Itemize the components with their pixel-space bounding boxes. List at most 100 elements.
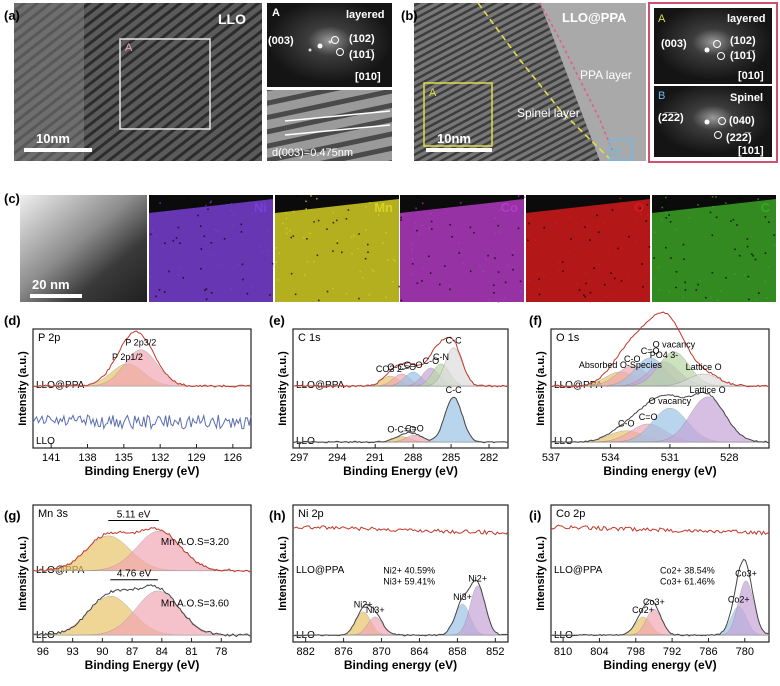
eds-speckle (285, 217, 288, 220)
eds-speckle (557, 261, 560, 263)
eds-speckle (640, 212, 642, 215)
eds-speckle (641, 198, 644, 201)
eds-speckle (271, 242, 273, 245)
sample-label-top: LLO@PPA (296, 565, 345, 576)
peak-label: C=O (639, 412, 658, 422)
eds-speckle (764, 280, 766, 283)
valence-label: Mn A.O.S=3.20 (161, 537, 230, 548)
eds-speckle (240, 223, 242, 226)
eds-speckle (653, 257, 655, 259)
eds-map-co: Co (400, 195, 526, 303)
eds-speckle (414, 222, 417, 224)
eds-map-ni: Ni (149, 195, 274, 302)
fft-inset-a-b (654, 8, 772, 84)
eds-speckle (217, 264, 220, 267)
eds-speckle (597, 263, 600, 266)
peak-label: Ni3+ (453, 592, 472, 602)
eds-speckle (182, 277, 185, 279)
eds-speckle (697, 204, 699, 206)
eds-speckle (661, 206, 664, 209)
eds-map-signal (275, 199, 399, 302)
eds-speckle (613, 277, 616, 280)
eds-speckle (738, 197, 740, 199)
eds-speckle (597, 231, 600, 233)
eds-speckle (285, 212, 288, 215)
eds-speckle (289, 230, 291, 232)
peak-label: PO4 3- (650, 350, 679, 360)
eds-speckle (458, 242, 460, 244)
eds-speckle (359, 270, 362, 273)
eds-speckle (764, 216, 767, 218)
eds-speckle (172, 239, 175, 242)
eds-speckle (345, 292, 348, 295)
eds-speckle (709, 211, 712, 214)
eds-speckle (462, 262, 464, 265)
eds-speckle (697, 283, 699, 286)
eds-speckle (621, 247, 623, 250)
eds-speckle (561, 261, 564, 263)
eds-speckle (538, 288, 541, 291)
eds-speckle (683, 258, 685, 260)
eds-speckle (578, 289, 581, 291)
eds-speckle (193, 203, 196, 205)
sample-label-bottom: LLO (36, 630, 55, 641)
eds-speckle (155, 295, 157, 298)
eds-speckle (385, 231, 387, 234)
eds-speckle (317, 219, 320, 222)
y-axis-label: Intensity (a.u.) (277, 536, 289, 611)
eds-speckle (670, 257, 672, 259)
fft-phase-b-b: Spinel (730, 92, 763, 104)
eds-speckle (420, 224, 423, 227)
peak-label: P 2p1/2 (112, 352, 143, 362)
eds-speckle (603, 283, 606, 286)
x-tick-label: 90 (96, 646, 108, 658)
eds-speckle (332, 211, 334, 214)
eds-speckle (351, 252, 353, 255)
eds-speckle (487, 299, 490, 302)
eds-speckle (223, 238, 226, 240)
eds-speckle (392, 280, 394, 283)
eds-speckle (218, 247, 221, 249)
eds-speckle (626, 277, 628, 279)
region-box-a-b (423, 82, 493, 147)
peak-label: Ni2+ (468, 574, 487, 584)
peak-label: Co3+ (643, 597, 665, 607)
eds-speckle (382, 242, 384, 244)
x-tick-label: 870 (372, 646, 390, 658)
eds-speckle (585, 272, 587, 275)
eds-speckle (392, 258, 395, 261)
eds-speckle (645, 242, 647, 244)
peak-label: C-O (423, 356, 440, 366)
eds-element-label: O (634, 200, 644, 215)
eds-speckle (439, 283, 441, 286)
eds-speckle (367, 251, 369, 253)
eds-speckle (168, 270, 170, 273)
peak-label: Lattice O (686, 362, 722, 372)
y-axis-label: Intensity (a.u.) (17, 536, 29, 611)
eds-speckle (411, 258, 414, 260)
spectrum-envelope (292, 396, 509, 444)
eds-maps: Ni Mn Co O C (149, 195, 776, 303)
eds-speckle (398, 285, 400, 288)
scale-label-b: 10nm (437, 131, 471, 146)
eds-speckle (177, 226, 180, 229)
scale-bar-a (24, 148, 92, 152)
eds-speckle (241, 263, 244, 266)
eds-speckle (558, 268, 560, 271)
eds-speckle (271, 265, 274, 268)
splitting-value: 5.11 eV (117, 510, 151, 521)
eds-speckle (353, 234, 355, 237)
eds-speckle (611, 209, 614, 211)
sample-label-bottom: LLO (36, 436, 55, 447)
peak-label: C=O (405, 423, 424, 433)
eds-speckle (766, 297, 768, 300)
eds-speckle (275, 261, 278, 263)
eds-speckle (675, 228, 678, 231)
eds-speckle (517, 195, 520, 197)
x-tick-label: 792 (663, 646, 681, 658)
eds-speckle (641, 263, 643, 265)
eds-speckle (593, 267, 595, 269)
eds-speckle (730, 220, 732, 222)
eds-speckle (292, 210, 295, 213)
eds-speckle (589, 239, 591, 241)
